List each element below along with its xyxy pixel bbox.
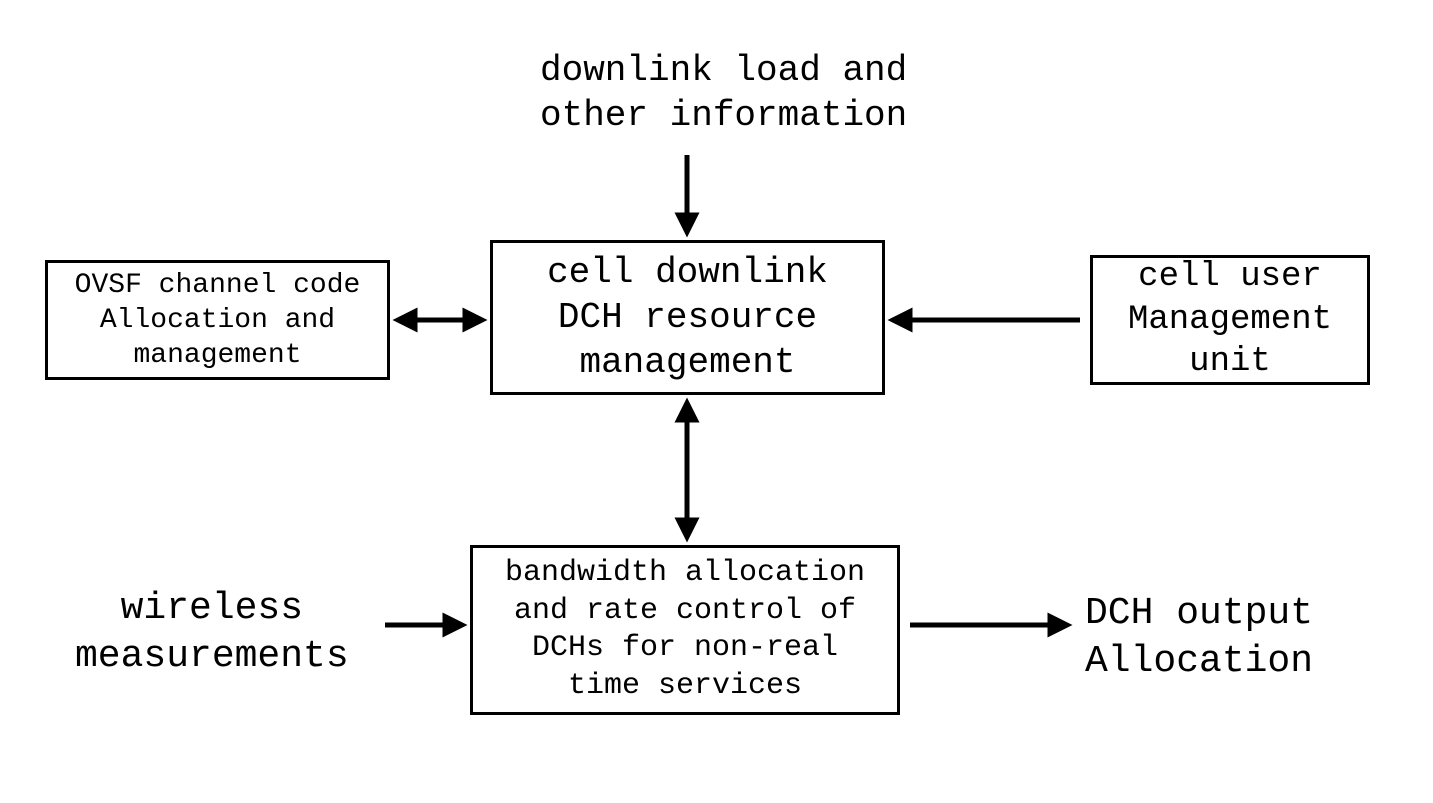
- node-ovsf: OVSF channel code Allocation and managem…: [45, 260, 390, 380]
- label-wireless-measurements: wireless measurements: [75, 585, 349, 680]
- node-bandwidth: bandwidth allocation and rate control of…: [470, 545, 900, 715]
- node-center: cell downlink DCH resource management: [490, 240, 885, 395]
- node-user-mgmt: cell user Management unit: [1090, 255, 1370, 385]
- node-center-text: cell downlink DCH resource management: [547, 250, 828, 385]
- label-downlink-load: downlink load and other information: [540, 48, 907, 138]
- label-dch-output: DCH output Allocation: [1085, 590, 1313, 685]
- node-ovsf-text: OVSF channel code Allocation and managem…: [75, 268, 361, 373]
- node-bandwidth-text: bandwidth allocation and rate control of…: [505, 555, 865, 705]
- node-user-mgmt-text: cell user Management unit: [1128, 256, 1332, 384]
